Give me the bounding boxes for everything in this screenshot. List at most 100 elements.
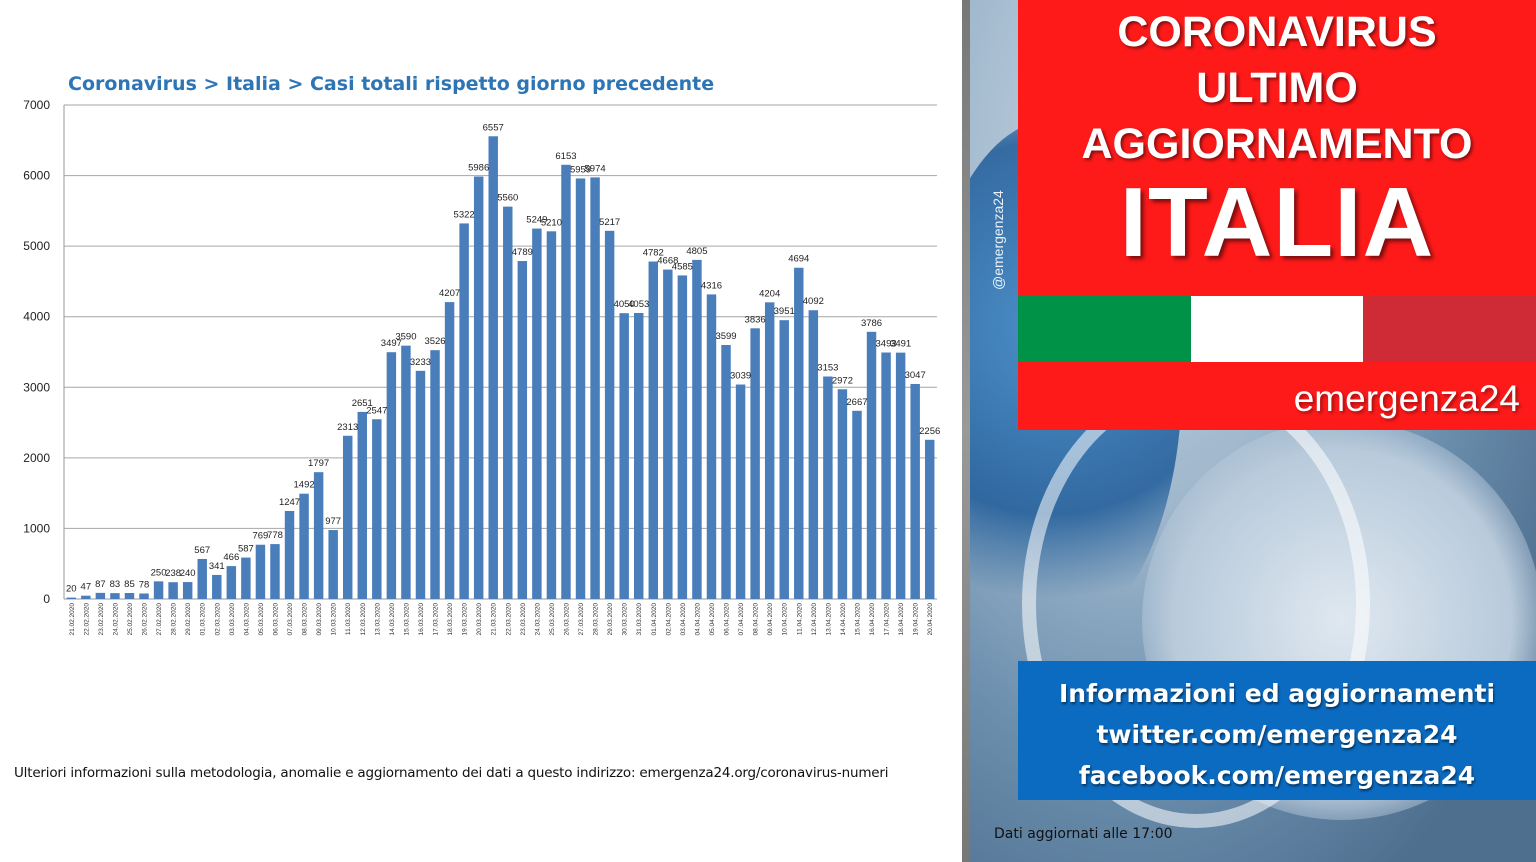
data-label: 2667 <box>846 397 867 408</box>
x-tick-label: 13.03.2020 <box>374 603 381 636</box>
x-tick-label: 21.03.2020 <box>491 603 498 636</box>
bar <box>241 557 251 599</box>
x-tick-label: 03.03.2020 <box>229 603 236 636</box>
data-label: 1797 <box>308 458 329 469</box>
x-tick-label: 07.04.2020 <box>738 603 745 636</box>
data-label: 2651 <box>352 398 373 409</box>
data-label: 3599 <box>715 331 736 342</box>
bar <box>110 593 120 599</box>
data-label: 3497 <box>381 338 402 349</box>
y-axis-ticks: 0 1000 2000 3000 4000 5000 6000 7000 <box>23 98 50 606</box>
bar <box>706 294 717 599</box>
data-label: 4316 <box>701 280 722 291</box>
italian-flag <box>1018 296 1536 362</box>
brand-label: emergenza24 <box>1018 362 1536 430</box>
data-label: 47 <box>81 582 92 593</box>
bar <box>342 435 353 599</box>
x-tick-label: 16.03.2020 <box>418 603 425 636</box>
bar <box>313 472 324 599</box>
twitter-link[interactable]: twitter.com/emergenza24 <box>1096 720 1458 749</box>
bar <box>328 530 338 599</box>
data-label: 6557 <box>483 122 504 133</box>
data-label: 4668 <box>657 256 678 267</box>
headline-country: ITALIA <box>1119 167 1435 277</box>
bar <box>823 376 833 599</box>
twitter-handle-watermark: @emergenza24 <box>990 190 1006 290</box>
x-tick-label: 01.04.2020 <box>651 603 658 636</box>
x-tick-label: 19.04.2020 <box>913 603 920 636</box>
bar <box>386 352 397 599</box>
data-label: 4585 <box>672 261 693 272</box>
bar <box>503 206 513 599</box>
data-label: 3836 <box>745 314 766 325</box>
bar <box>270 544 280 599</box>
x-tick-label: 27.03.2020 <box>578 603 585 636</box>
headline-line-2: ULTIMO <box>1196 64 1358 112</box>
x-tick-label: 24.03.2020 <box>534 603 541 636</box>
x-tick-label: 17.03.2020 <box>433 603 440 636</box>
bar <box>546 231 557 599</box>
bar <box>372 419 382 599</box>
x-tick-label: 14.03.2020 <box>389 603 396 636</box>
x-tick-label: 15.04.2020 <box>854 603 861 636</box>
data-label: 769 <box>252 531 268 542</box>
x-tick-label: 12.03.2020 <box>360 603 367 636</box>
data-label: 3951 <box>774 306 795 317</box>
x-tick-label: 29.03.2020 <box>607 603 614 636</box>
x-tick-label: 09.03.2020 <box>316 603 323 636</box>
gridlines <box>63 104 937 600</box>
data-label: 3590 <box>395 332 416 343</box>
x-tick-label: 28.03.2020 <box>593 603 600 636</box>
data-label: 5322 <box>454 209 475 220</box>
data-label: 3493 <box>876 338 897 349</box>
bar <box>255 544 266 599</box>
data-label: 5560 <box>497 193 518 204</box>
flag-white-stripe <box>1190 296 1364 362</box>
data-label: 3526 <box>424 336 445 347</box>
bar <box>284 510 295 599</box>
bar <box>401 345 411 599</box>
bar <box>648 261 659 599</box>
x-tick-label: 26.02.2020 <box>142 603 149 636</box>
bar <box>459 223 469 599</box>
bar <box>590 177 600 599</box>
bar <box>517 261 528 599</box>
data-label: 5986 <box>468 163 489 174</box>
chart-panel: Coronavirus > Italia > Casi totali rispe… <box>14 73 941 781</box>
x-tick-label: 23.03.2020 <box>520 603 527 636</box>
data-label: 2547 <box>366 405 387 416</box>
x-tick-label: 14.04.2020 <box>840 603 847 636</box>
y-tick-label: 7000 <box>23 98 50 112</box>
x-tick-label: 26.03.2020 <box>563 603 570 636</box>
x-tick-label: 20.03.2020 <box>476 603 483 636</box>
x-tick-label: 04.03.2020 <box>243 603 250 636</box>
x-tick-label: 05.03.2020 <box>258 603 265 636</box>
data-label: 4782 <box>643 248 664 259</box>
x-tick-label: 20.04.2020 <box>927 603 934 636</box>
x-tick-label: 05.04.2020 <box>709 603 716 636</box>
x-axis-ticks: 21.02.2020 22.02.2020 23.02.2020 24.02.2020… <box>69 603 934 636</box>
bar <box>95 592 106 599</box>
headline-box: CORONAVIRUS ULTIMO AGGIORNAMENTO ITALIA <box>1018 0 1536 296</box>
x-tick-label: 08.04.2020 <box>753 603 760 636</box>
y-tick-label: 1000 <box>23 521 50 535</box>
y-tick-label: 3000 <box>23 380 50 394</box>
data-label: 3491 <box>890 339 911 350</box>
x-tick-label: 18.04.2020 <box>898 603 905 636</box>
data-label: 5249 <box>526 215 547 226</box>
x-tick-label: 07.03.2020 <box>287 603 294 636</box>
flag-green-stripe <box>1018 296 1191 362</box>
bar <box>910 383 920 599</box>
facebook-link[interactable]: facebook.com/emergenza24 <box>1078 761 1476 790</box>
data-label: 2256 <box>919 426 940 437</box>
bar <box>430 350 440 599</box>
chart-title: Coronavirus > Italia > Casi totali rispe… <box>68 73 714 95</box>
x-tick-label: 10.03.2020 <box>331 603 338 636</box>
data-label: 4789 <box>512 247 533 258</box>
x-tick-label: 08.03.2020 <box>302 603 309 636</box>
data-label: 5959 <box>570 164 591 175</box>
x-tick-label: 22.02.2020 <box>83 603 90 636</box>
bar <box>866 331 877 599</box>
bar <box>168 582 178 599</box>
data-label: 3786 <box>861 318 882 329</box>
